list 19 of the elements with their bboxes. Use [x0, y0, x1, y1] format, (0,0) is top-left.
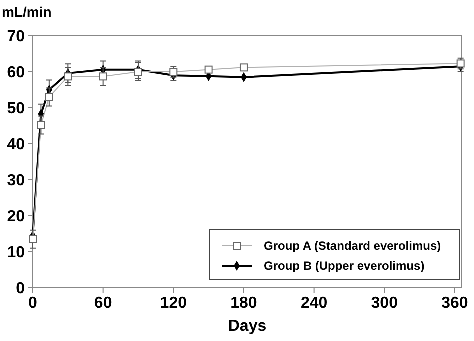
y-tick-label: 50 [7, 100, 26, 118]
y-tick-label: 20 [7, 208, 26, 226]
legend-label: Group A (Standard everolimus) [264, 239, 442, 254]
y-tick-label: 60 [7, 64, 26, 82]
x-tick-label: 120 [160, 295, 188, 312]
x-tick-label: 180 [230, 295, 258, 312]
y-tick-label: 0 [16, 280, 26, 298]
y-tick-label: 30 [7, 172, 26, 190]
y-tick-label: 10 [7, 244, 26, 262]
x-tick-label: 360 [442, 295, 468, 312]
legend-label: Group B (Upper everolimus) [264, 259, 425, 274]
x-tick-label: 240 [300, 295, 328, 312]
x-axis-title: Days [228, 318, 267, 335]
y-tick-label: 70 [7, 28, 26, 46]
x-tick-label: 60 [94, 295, 112, 312]
y-tick-label: 40 [7, 136, 26, 154]
x-tick-label: 300 [371, 295, 398, 312]
y-axis-title: mL/min [2, 4, 52, 20]
x-tick-label: 0 [28, 295, 38, 312]
